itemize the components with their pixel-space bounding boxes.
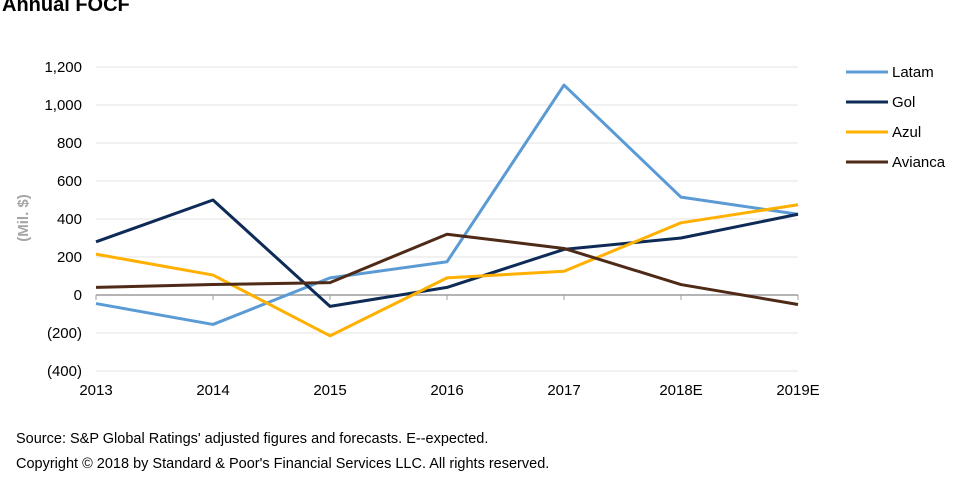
y-tick-label: (400) xyxy=(47,363,82,380)
x-tick-label: 2015 xyxy=(313,382,346,399)
source-note: Source: S&P Global Ratings' adjusted fig… xyxy=(16,431,489,447)
x-tick-label: 2014 xyxy=(196,382,229,399)
gridlines xyxy=(95,66,799,372)
legend-label-azul: Azul xyxy=(892,124,921,141)
y-tick-label: 800 xyxy=(57,135,82,152)
y-tick-label: 200 xyxy=(57,249,82,266)
legend-label-avianca: Avianca xyxy=(892,154,946,171)
x-tick-label: 2018E xyxy=(659,382,702,399)
series-line-avianca xyxy=(95,232,799,306)
copyright-note: Copyright © 2018 by Standard & Poor's Fi… xyxy=(16,456,550,472)
series-line-azul xyxy=(95,203,799,338)
series-line-gol xyxy=(95,198,799,308)
y-axis-label: (Mil. $) xyxy=(15,194,32,242)
x-tick-label: 2019E xyxy=(776,382,819,399)
y-tick-label: 1,200 xyxy=(44,59,82,76)
x-tick-label: 2013 xyxy=(79,382,112,399)
y-tick-label: 1,000 xyxy=(44,97,82,114)
y-tick-label: 600 xyxy=(57,173,82,190)
y-tick-label: (200) xyxy=(47,325,82,342)
series-lines xyxy=(95,83,799,338)
x-axis-ticks: 2013 2014 2015 2016 2017 2018E 2019E xyxy=(79,382,819,399)
legend-label-gol: Gol xyxy=(892,94,915,111)
y-axis-ticks: (400) (200) 0 200 400 600 800 1,000 1,200 xyxy=(44,59,82,380)
y-tick-label: 0 xyxy=(74,287,82,304)
legend-label-latam: Latam xyxy=(892,64,934,81)
legend: Latam Gol Azul Avianca xyxy=(846,64,946,171)
y-tick-label: 400 xyxy=(57,211,82,228)
x-tick-label: 2017 xyxy=(547,382,580,399)
chart-title: Annual FOCF xyxy=(2,0,130,16)
x-tick-label: 2016 xyxy=(430,382,463,399)
series-line-latam xyxy=(95,83,799,326)
